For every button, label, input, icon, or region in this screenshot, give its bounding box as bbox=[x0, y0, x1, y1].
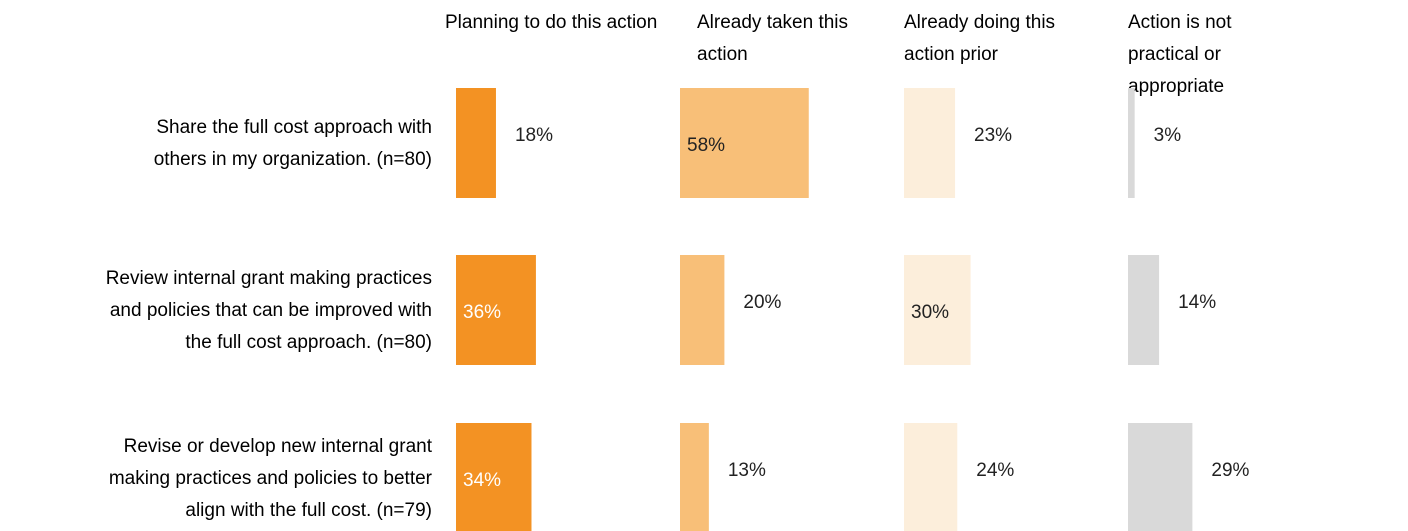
column-header: Already taken this action bbox=[697, 12, 848, 65]
value-label: 3% bbox=[1154, 125, 1182, 146]
value-label: 14% bbox=[1178, 292, 1216, 313]
bar bbox=[1128, 423, 1193, 531]
bar bbox=[1128, 88, 1135, 198]
bar bbox=[680, 88, 809, 198]
bar bbox=[456, 88, 496, 198]
value-label: 18% bbox=[515, 125, 553, 146]
column-header: Already doing this action prior bbox=[904, 12, 1055, 65]
bar bbox=[680, 423, 709, 531]
bar bbox=[680, 255, 725, 365]
row-label: Share the full cost approach with others … bbox=[154, 117, 432, 170]
value-label: 29% bbox=[1211, 460, 1249, 481]
bar bbox=[904, 255, 971, 365]
column-header: Planning to do this action bbox=[445, 12, 657, 33]
value-label: 30% bbox=[911, 302, 949, 323]
value-label: 36% bbox=[463, 302, 501, 323]
column-headers: Planning to do this action Already taken … bbox=[445, 12, 1232, 97]
value-label: 58% bbox=[687, 135, 725, 156]
bar bbox=[456, 423, 532, 531]
bar bbox=[904, 88, 956, 198]
column-header: Action is not practical or appropriate bbox=[1128, 12, 1232, 97]
value-label: 20% bbox=[743, 292, 781, 313]
value-labels: 18% 36% 34% 58% 20% 13% 23% 30% 24% 3% 14% 29% bbox=[463, 125, 1250, 491]
value-label: 24% bbox=[976, 460, 1014, 481]
value-label: 34% bbox=[463, 470, 501, 491]
value-label: 13% bbox=[728, 460, 766, 481]
row-label: Revise or develop new internal grant maki… bbox=[109, 436, 433, 521]
row-label: Review internal grant making practices an… bbox=[106, 268, 432, 353]
bar bbox=[456, 255, 536, 365]
bars bbox=[456, 88, 1193, 531]
bar bbox=[904, 423, 958, 531]
row-labels: Share the full cost approach with others … bbox=[106, 117, 433, 521]
value-label: 23% bbox=[974, 125, 1012, 146]
bar bbox=[1128, 255, 1160, 365]
